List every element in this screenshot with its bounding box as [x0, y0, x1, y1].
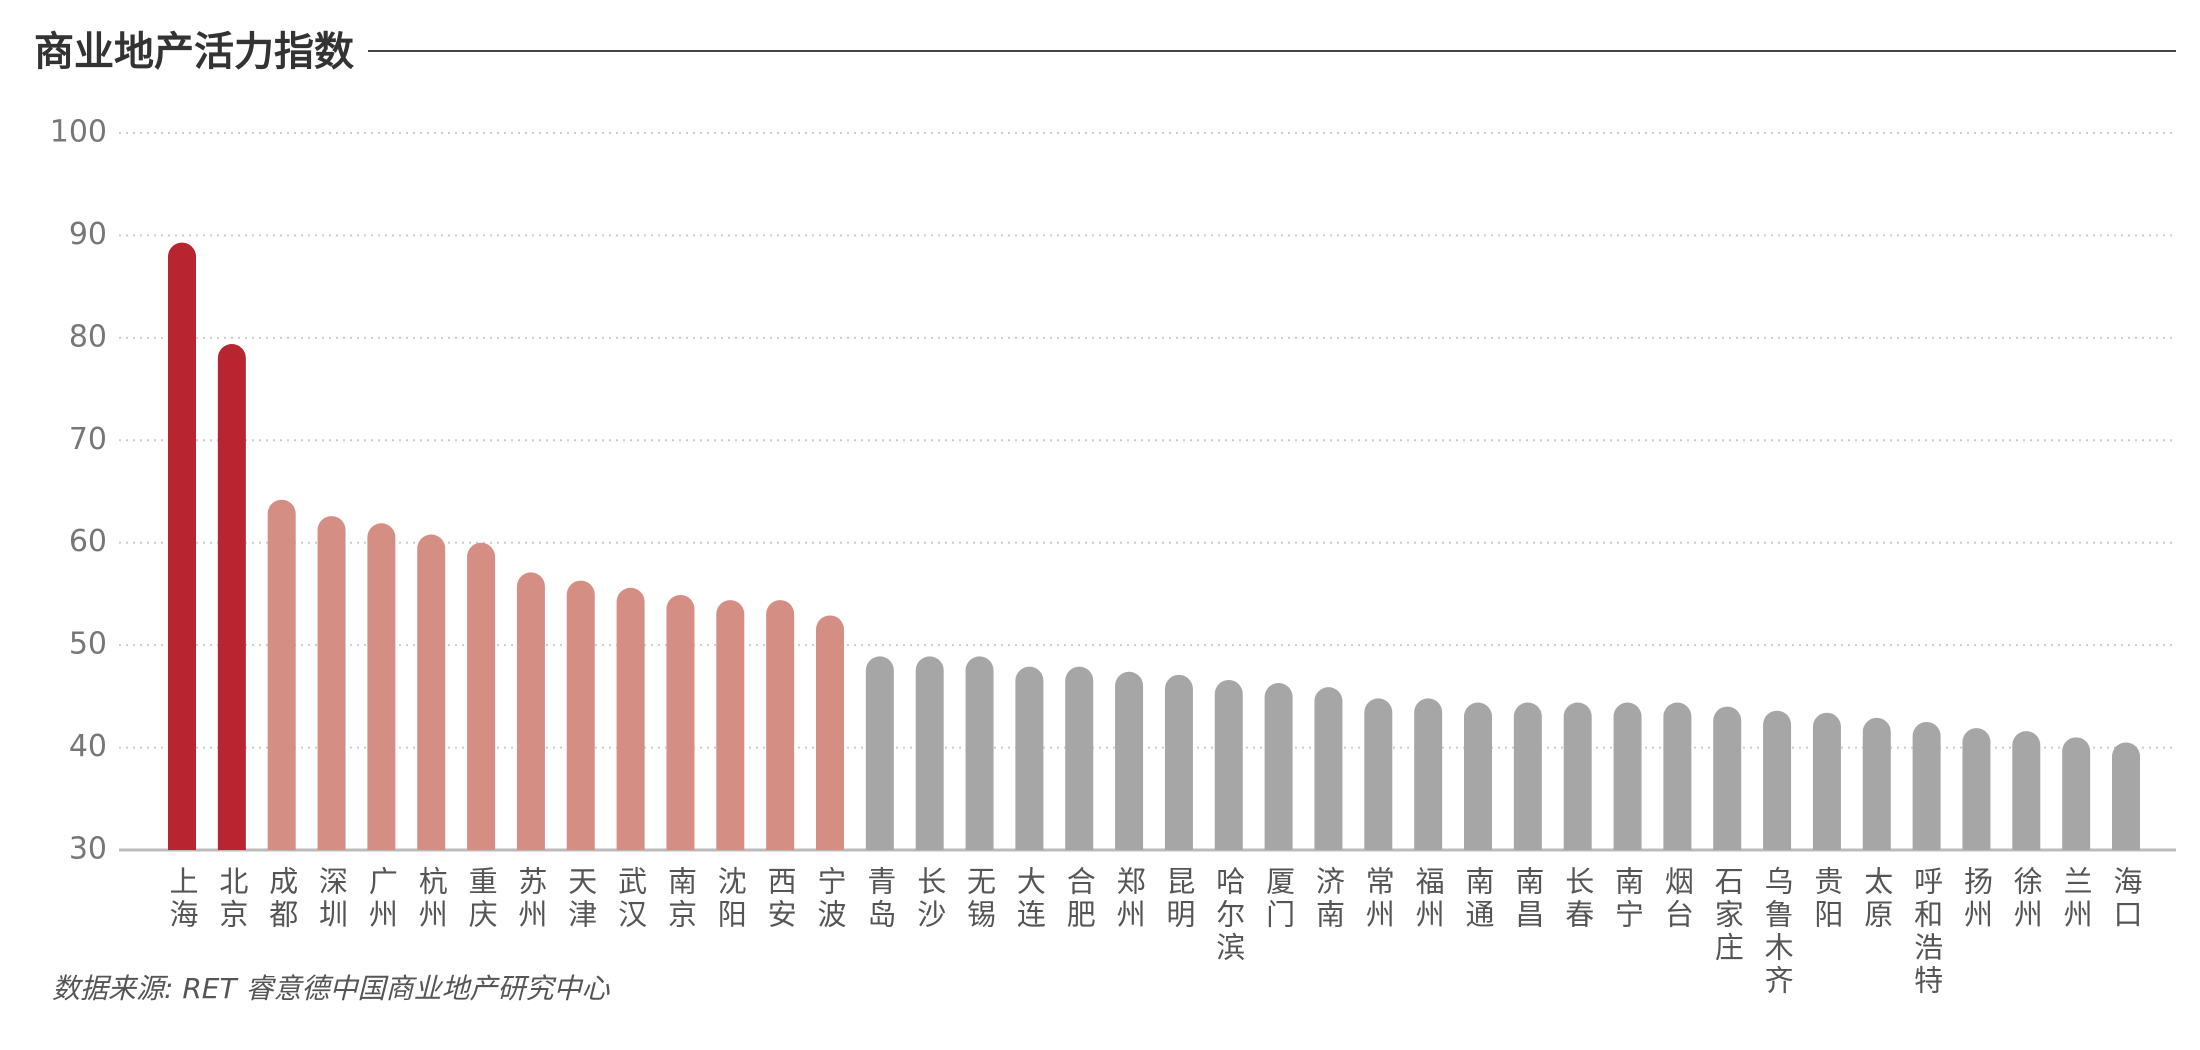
- x-tick-label: 重庆: [464, 866, 498, 932]
- bar: [1314, 687, 1343, 850]
- bar: [1513, 702, 1542, 850]
- y-tick-label: 70: [69, 422, 107, 457]
- bar: [516, 572, 545, 850]
- x-tick-label: 贵阳: [1810, 866, 1844, 932]
- x-tick-label: 昆明: [1162, 866, 1196, 932]
- x-tick-label: 青岛: [863, 866, 897, 932]
- bar: [1364, 698, 1393, 850]
- bar: [1214, 679, 1243, 850]
- x-tick-label: 上海: [165, 866, 199, 932]
- chart-title: 商业地产活力指数: [34, 29, 354, 75]
- bar: [2012, 731, 2041, 850]
- x-tick-label: 郑州: [1112, 866, 1146, 932]
- bar: [217, 344, 246, 850]
- x-tick-label: 徐州: [2009, 866, 2043, 932]
- x-tick-label: 烟台: [1660, 866, 1694, 932]
- x-tick-label: 福州: [1411, 866, 1445, 932]
- bar: [915, 656, 944, 850]
- bar: [1912, 721, 1941, 850]
- x-tick-label: 合肥: [1062, 866, 1096, 932]
- x-tick-label: 乌鲁木齐: [1760, 866, 1794, 998]
- bar: [1164, 674, 1193, 850]
- x-tick-label: 广州: [364, 866, 398, 932]
- bar: [1464, 702, 1492, 850]
- x-tick-label: 大连: [1012, 866, 1046, 932]
- bar: [816, 615, 844, 850]
- bar: [1663, 702, 1692, 850]
- x-tick-label: 西安: [763, 866, 797, 932]
- bar: [766, 600, 795, 850]
- bar: [317, 516, 346, 850]
- bar: [1563, 702, 1592, 850]
- x-tick-label: 石家庄: [1710, 866, 1744, 965]
- x-tick-label: 常州: [1361, 866, 1395, 932]
- x-tick-label: 成都: [265, 866, 299, 932]
- x-tick-label: 南宁: [1611, 866, 1645, 932]
- source-note: 数据来源: RET 睿意德中国商业地产研究中心: [52, 972, 610, 1005]
- x-tick-label: 无锡: [963, 866, 997, 932]
- bar: [1613, 702, 1642, 850]
- bar: [417, 534, 446, 850]
- x-tick-label: 沈阳: [713, 866, 747, 932]
- bar: [1862, 717, 1891, 850]
- x-tick-label: 哈尔滨: [1212, 866, 1246, 965]
- bar: [1812, 712, 1841, 850]
- bar: [1115, 671, 1144, 850]
- y-tick-label: 30: [69, 832, 107, 867]
- bar: [1962, 728, 1991, 850]
- bar: [1065, 666, 1094, 850]
- x-tick-label: 宁波: [813, 866, 847, 932]
- bar: [1713, 706, 1742, 850]
- x-tick-label: 武汉: [614, 866, 648, 932]
- bar: [2062, 737, 2091, 850]
- x-tick-label: 南京: [663, 866, 697, 932]
- x-tick-label: 长沙: [913, 866, 947, 932]
- x-tick-label: 扬州: [1959, 866, 1993, 932]
- x-tick-label: 南通: [1461, 866, 1495, 932]
- x-tick-label: 北京: [215, 866, 249, 932]
- y-tick-label: 90: [69, 217, 107, 252]
- x-tick-label: 太原: [1860, 866, 1894, 932]
- x-tick-label: 深圳: [315, 866, 349, 932]
- bar: [616, 587, 645, 850]
- bar: [1763, 710, 1792, 850]
- bar: [716, 600, 745, 850]
- bar: [1015, 666, 1044, 850]
- x-tick-label: 呼和浩特: [1910, 866, 1944, 998]
- y-tick-label: 40: [69, 729, 107, 764]
- x-tick-label: 兰州: [2059, 866, 2093, 932]
- y-tick-label: 50: [69, 627, 107, 662]
- bar: [267, 499, 296, 850]
- bar: [865, 656, 894, 850]
- x-tick-label: 海口: [2109, 866, 2143, 932]
- x-tick-label: 济南: [1311, 866, 1345, 932]
- y-tick-label: 80: [69, 319, 107, 354]
- y-tick-label: 100: [50, 115, 107, 150]
- x-tick-label: 杭州: [414, 866, 448, 932]
- x-tick-label: 苏州: [514, 866, 548, 932]
- bar: [2112, 742, 2140, 850]
- bar: [168, 242, 196, 851]
- bar: [965, 656, 994, 850]
- y-tick-label: 60: [69, 524, 107, 559]
- bar: [367, 523, 396, 850]
- bar: [467, 542, 496, 850]
- x-tick-label: 厦门: [1262, 866, 1296, 932]
- x-tick-label: 南昌: [1511, 866, 1545, 932]
- bar: [666, 594, 695, 850]
- bar: [1264, 683, 1293, 850]
- x-tick-label: 长春: [1561, 866, 1595, 932]
- x-tick-label: 天津: [564, 866, 598, 932]
- bar: [1414, 698, 1443, 850]
- bar: [566, 580, 595, 850]
